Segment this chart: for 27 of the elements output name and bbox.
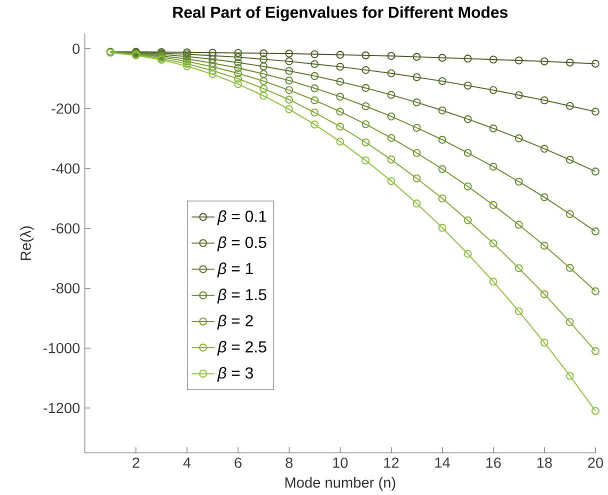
y-tick-label: -800 xyxy=(52,283,80,294)
y-axis-title: Re(λ) xyxy=(20,226,34,260)
chart-title: Real Part of Eigenvalues for Different Modes xyxy=(173,6,508,22)
x-tick-label: 20 xyxy=(588,458,603,468)
x-tick-label: 14 xyxy=(435,458,450,468)
legend-label: β = 0.5 xyxy=(217,236,266,252)
x-tick-label: 12 xyxy=(384,458,399,468)
x-axis-title: Mode number (n) xyxy=(285,477,396,491)
x-tick-label: 6 xyxy=(234,458,242,468)
legend-label: β = 2 xyxy=(217,314,253,330)
x-tick-label: 16 xyxy=(486,458,501,468)
y-tick-label: -200 xyxy=(52,103,80,114)
legend-label: β = 0.1 xyxy=(217,210,266,226)
x-tick-label: 4 xyxy=(183,458,191,468)
legend-label: β = 1.5 xyxy=(217,288,266,304)
x-tick-label: 10 xyxy=(333,458,348,468)
y-tick-label: -1200 xyxy=(44,402,80,414)
legend-label: β = 3 xyxy=(217,366,253,382)
y-tick-label: -600 xyxy=(52,223,80,234)
x-tick-label: 8 xyxy=(286,458,293,468)
y-tick-label: 0 xyxy=(72,44,80,54)
legend-label: β = 2.5 xyxy=(217,340,266,356)
y-tick-label: -1000 xyxy=(44,342,80,354)
x-tick-label: 18 xyxy=(537,458,552,468)
y-tick-label: -400 xyxy=(52,163,80,174)
x-tick-label: 2 xyxy=(132,458,140,468)
legend-label: β = 1 xyxy=(217,262,253,278)
